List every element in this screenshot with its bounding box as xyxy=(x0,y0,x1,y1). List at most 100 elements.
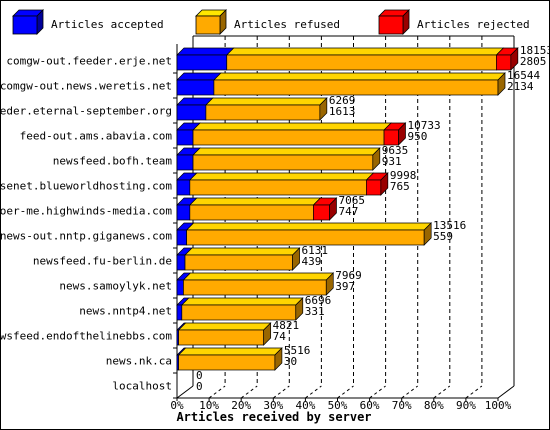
bar-front xyxy=(176,304,183,321)
bar-front xyxy=(176,279,184,296)
bar-front xyxy=(313,204,330,221)
category-label-comgw-out-feeder-erje-net: comgw-out.feeder.erje.net xyxy=(6,55,172,68)
bar-top xyxy=(182,272,335,281)
value-label-total: 16544 xyxy=(507,69,540,82)
value-label-total: 6696 xyxy=(305,294,332,307)
value-label-accepted: 559 xyxy=(433,230,453,243)
bar-front xyxy=(176,204,191,221)
category-label-news-nntp4-net: news.nntp4.net xyxy=(79,305,172,318)
bar-front xyxy=(192,154,374,171)
x-tick-label: 30% xyxy=(263,399,283,412)
bar-front xyxy=(178,329,265,346)
bar-front xyxy=(189,179,367,196)
value-label-accepted: 439 xyxy=(302,255,322,268)
bar-end-side xyxy=(510,47,519,71)
value-label-total: 0 xyxy=(196,369,203,382)
x-tick-label: 90% xyxy=(456,399,476,412)
bar-articles-rejected-voer-me-highwinds-media-com xyxy=(312,197,338,221)
bar-top xyxy=(177,322,272,331)
category-label-newsfeed-fu-berlin-de: newsfeed.fu-berlin.de xyxy=(33,255,172,268)
category-label-localhost: localhost xyxy=(112,380,172,393)
bar-top xyxy=(188,197,322,206)
value-label-accepted: 747 xyxy=(338,205,358,218)
bar-articles-accepted-newsfeed-fu-berlin-de xyxy=(176,247,193,271)
x-tick-label: 0% xyxy=(170,399,184,412)
bar-front xyxy=(176,229,187,246)
value-label-total: 6269 xyxy=(329,94,356,107)
value-label-total: 6131 xyxy=(302,244,329,257)
bar-articles-refused-newsfeed-endofthelinebbs-com xyxy=(177,322,272,346)
value-label-total: 10733 xyxy=(407,119,440,132)
bar-end-side xyxy=(497,72,506,96)
x-tick-label: 50% xyxy=(328,399,348,412)
floor-left-edge xyxy=(176,385,194,399)
bar-end-side xyxy=(380,172,389,196)
bar-articles-accepted-feed-out-ams-abavia-com xyxy=(176,122,201,146)
bar-front xyxy=(176,154,194,171)
value-label-accepted: 765 xyxy=(390,180,410,193)
bar-top xyxy=(188,172,375,181)
bar-articles-refused-newsfeed-bofh-team xyxy=(192,147,381,171)
bar-end-side xyxy=(274,347,283,371)
bar-front xyxy=(176,54,228,71)
bar-articles-refused-feeder-eternal-september-org xyxy=(205,97,328,121)
bar-articles-refused-news-nntp4-net xyxy=(180,297,304,321)
bar-articles-refused-news-out-nntp-giganews-com xyxy=(185,222,433,246)
bar-articles-accepted-comgw-out-news-weretis-net xyxy=(176,72,222,96)
category-label-news-nk-ca: news.nk.ca xyxy=(106,355,172,368)
bar-articles-refused-voer-me-highwinds-media-com xyxy=(188,197,322,221)
value-label-accepted: 931 xyxy=(382,155,402,168)
value-label-total: 13516 xyxy=(433,219,466,232)
bar-front xyxy=(213,79,499,96)
category-label-voer-me-highwinds-media-com: voer-me.highwinds-media.com xyxy=(1,205,172,218)
bar-top xyxy=(180,297,304,306)
x-axis-title: Articles received by server xyxy=(176,410,371,424)
bar-front xyxy=(192,129,385,146)
value-label-accepted: 331 xyxy=(305,305,325,318)
bar-top xyxy=(213,72,506,81)
bar-end-side xyxy=(423,222,432,246)
bar-end-side xyxy=(295,297,304,321)
value-label-total: 4821 xyxy=(273,319,300,332)
bar-front xyxy=(176,129,194,146)
bar-front xyxy=(183,279,327,296)
legend: Articles accepted Articles refused Article… xyxy=(12,9,530,35)
bar-front xyxy=(184,254,293,271)
bar-front xyxy=(176,254,186,271)
x-tick-label: 60% xyxy=(360,399,380,412)
bar-front xyxy=(176,104,207,121)
bar-end-side xyxy=(263,322,272,346)
bar-front xyxy=(176,79,215,96)
category-labels: comgw-out.feeder.erje.net comgw-out.news.… xyxy=(1,55,177,399)
bar-front xyxy=(186,229,425,246)
value-label-total: 7065 xyxy=(338,194,365,207)
bar-top xyxy=(176,72,222,81)
x-tick-label: 20% xyxy=(231,399,251,412)
x-tick-label: 40% xyxy=(295,399,315,412)
x-tick-label: 70% xyxy=(392,399,412,412)
bar-top xyxy=(184,247,301,256)
value-label-accepted: 397 xyxy=(335,280,355,293)
bar-articles-refused-feed-out-ams-abavia-com xyxy=(192,122,392,146)
bar-front xyxy=(496,54,512,71)
value-label-total: 9998 xyxy=(390,169,417,182)
category-label-newsfeed-endofthelinebbs-com: newsfeed.endofthelinebbs.com xyxy=(1,330,172,343)
bar-end-side xyxy=(329,197,337,221)
bar-end-side xyxy=(372,147,381,171)
legend-swatch-articles-refused xyxy=(195,15,221,35)
bar-end-side xyxy=(292,247,300,271)
bar-end-side xyxy=(398,122,406,146)
bar-articles-accepted-comgw-out-feeder-erje-net xyxy=(176,47,235,71)
bar-end-side xyxy=(325,272,334,296)
x-tick-labels: 0% 10% 20% 30% 40% 50% 60% 70% 80% 90% 100% xyxy=(170,398,512,412)
legend-label-articles-accepted: Articles accepted xyxy=(51,18,164,31)
value-label-accepted: 950 xyxy=(407,130,427,143)
category-label-feeder-eternal-september-org: feeder.eternal-september.org xyxy=(1,105,172,118)
bar-front xyxy=(366,179,382,196)
value-label-accepted: 1613 xyxy=(329,105,356,118)
value-label-accepted: 74 xyxy=(273,330,287,343)
value-label-total: 18153 xyxy=(520,44,549,57)
bar-front xyxy=(383,129,399,146)
legend-swatch-articles-accepted xyxy=(12,15,38,35)
